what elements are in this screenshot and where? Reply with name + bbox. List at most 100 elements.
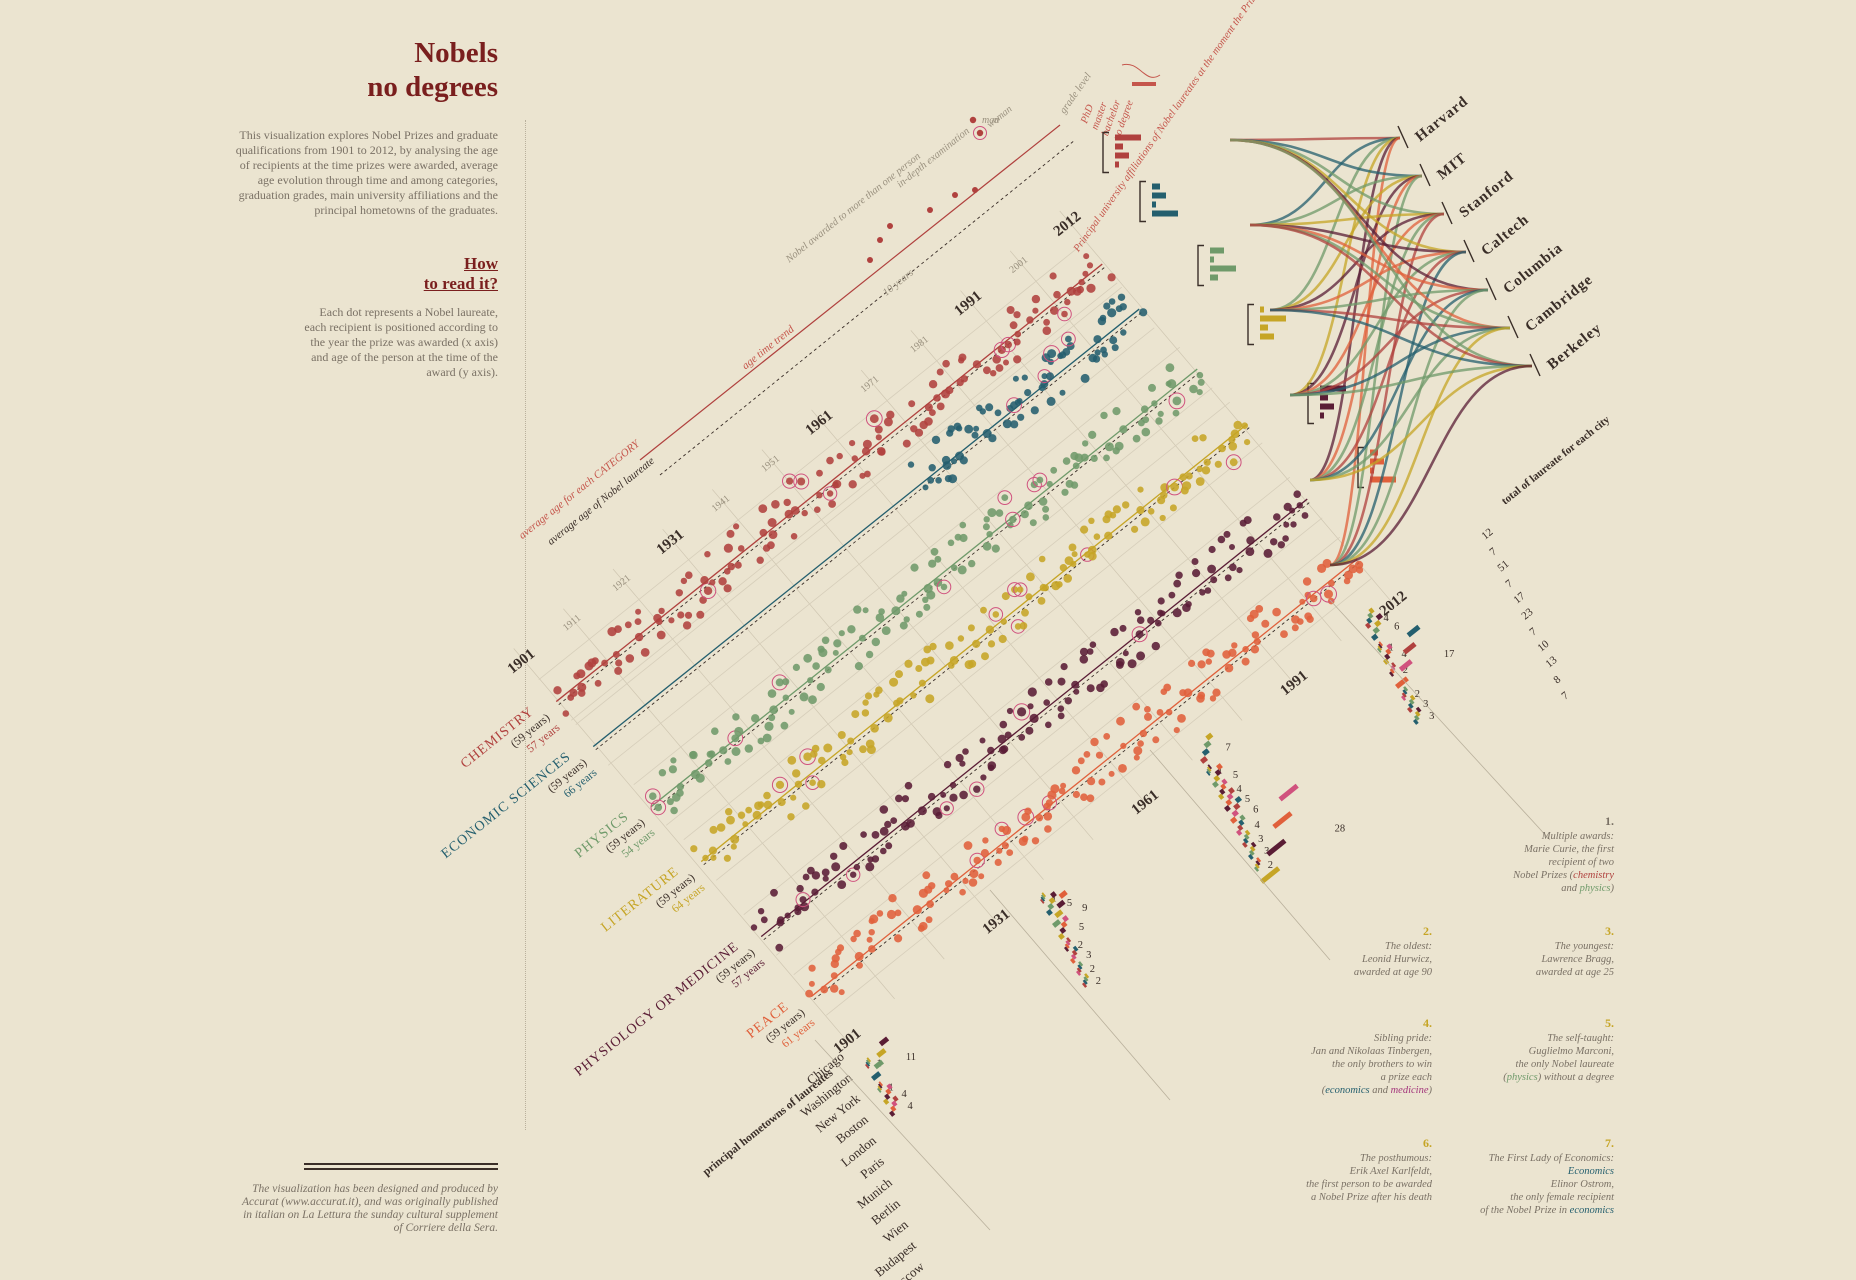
laureate-dot — [1163, 683, 1172, 692]
laureate-dot — [985, 625, 995, 634]
woman-marker — [1013, 582, 1028, 597]
university-flow — [1309, 250, 1467, 482]
laureate-dot — [1018, 733, 1026, 741]
hometown-count-1961: 4 — [1236, 784, 1242, 795]
how-to-read-heading: How to read it? — [423, 254, 498, 293]
laureate-dot — [1195, 477, 1205, 486]
woman-marker — [1061, 331, 1076, 347]
laureate-dot — [866, 936, 873, 943]
laureate-dot — [1289, 507, 1296, 514]
year-tick-label: 1991 — [952, 288, 985, 319]
laureate-dot — [883, 713, 893, 723]
hometown-bar-segment — [876, 1048, 887, 1058]
university-flow — [1249, 212, 1445, 227]
laureate-dot — [957, 635, 965, 642]
hometown-bar-segment — [1040, 896, 1046, 902]
hometown-bar-segment — [1058, 932, 1065, 940]
laureate-dot — [1031, 294, 1041, 304]
laureate-dot — [708, 750, 716, 758]
laureate-dot — [799, 692, 809, 702]
university-flow — [1289, 174, 1423, 397]
laureate-dot — [1183, 688, 1193, 698]
hometown-count-1901: 4 — [907, 1101, 913, 1112]
laureate-dot — [1229, 563, 1237, 572]
woman-marker — [969, 852, 985, 869]
laureate-dot — [1192, 569, 1201, 578]
laureate-dot — [878, 448, 886, 456]
note-4: 4. Sibling pride: Jan and Nikolaas Tinbe… — [1311, 1016, 1432, 1097]
laureate-dot — [802, 873, 810, 881]
band-edge — [575, 286, 1123, 726]
laureate-dot — [1185, 601, 1192, 608]
laureate-dot — [823, 743, 833, 753]
laureate-dot — [1109, 336, 1118, 345]
woman-marker — [650, 799, 667, 816]
laureate-dot — [1037, 597, 1046, 605]
hometown-bar-segment — [865, 1059, 871, 1065]
laureate-dot — [614, 666, 623, 675]
intro-text: This visualization explores Nobel Prizes… — [235, 128, 498, 217]
laureate-dot — [847, 625, 856, 634]
laureate-dot — [862, 699, 869, 706]
laureate-dot — [1017, 413, 1025, 421]
laureate-dot — [934, 555, 942, 563]
laureate-dot — [1224, 663, 1234, 673]
laureate-dot — [983, 366, 991, 375]
laureate-dot — [978, 873, 985, 880]
laureate-dot — [769, 705, 779, 715]
university-flow — [1229, 138, 1533, 368]
laureate-dot — [1344, 570, 1353, 580]
laureate-dot — [1241, 657, 1250, 666]
laureate-dot — [1099, 314, 1107, 322]
grade-bar — [1152, 192, 1166, 199]
grade-bracket — [1102, 131, 1109, 174]
laureate-dot — [1328, 579, 1335, 587]
laureate-dot — [732, 713, 740, 721]
laureate-dot — [760, 916, 768, 924]
band-edge — [570, 282, 1118, 721]
laureate-dot — [787, 755, 797, 765]
hometown-count-1931: 5 — [1067, 898, 1072, 909]
laureate-dot — [1078, 279, 1085, 286]
laureate-dot — [1021, 608, 1029, 617]
laureate-dot — [1160, 491, 1168, 499]
university-flow — [1329, 174, 1423, 567]
overall-average-line — [595, 311, 1143, 751]
hometown-count-1991: 2 — [1403, 665, 1408, 676]
laureate-dot — [926, 656, 935, 665]
laureate-dot — [1060, 782, 1067, 789]
laureate-dot — [1218, 444, 1226, 453]
laureate-dot — [1355, 560, 1364, 570]
woman-marker — [936, 579, 952, 595]
laureate-dot — [1045, 799, 1053, 807]
laureate-dot — [768, 530, 778, 539]
hometown-bar-segment — [1375, 612, 1384, 621]
woman-marker — [1320, 585, 1337, 603]
laureate-dot — [803, 752, 812, 761]
laureate-dot — [1042, 514, 1050, 521]
laureate-dot — [985, 403, 994, 412]
laureate-dot — [685, 571, 693, 579]
laureate-dot — [1255, 605, 1264, 613]
laureate-dot — [1082, 270, 1089, 277]
laureate-dot — [1071, 766, 1081, 775]
hometown-bar-segment — [1056, 899, 1066, 909]
laureate-dot — [594, 679, 602, 687]
laureate-dot — [1043, 699, 1050, 706]
laureate-dot — [718, 577, 727, 586]
woman-marker — [865, 410, 883, 428]
laureate-dot — [1021, 374, 1028, 381]
laureate-dot — [902, 439, 911, 448]
year-tick-label-bottom: 1961 — [1129, 787, 1162, 818]
hometown-bar-segment — [1402, 642, 1417, 655]
laureate-dot — [935, 477, 942, 484]
hometown-bar-segment — [1066, 937, 1072, 943]
laureate-dot — [668, 617, 675, 624]
laureate-dot — [1297, 618, 1304, 625]
university-flow — [1309, 136, 1401, 482]
hometown-bar-segment — [1242, 837, 1249, 844]
grade-bar — [1260, 324, 1268, 331]
hometown-guide — [989, 889, 1171, 1101]
laureate-dot — [1103, 454, 1110, 462]
